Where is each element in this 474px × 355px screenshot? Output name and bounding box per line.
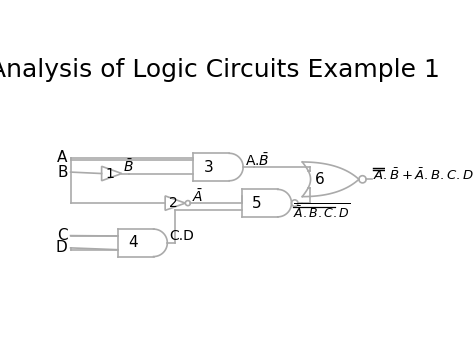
Text: $\overline{\bar{A}.B.C.D}$: $\overline{\bar{A}.B.C.D}$ — [293, 203, 350, 221]
Text: A.$\bar{B}$: A.$\bar{B}$ — [245, 152, 269, 169]
Text: 6: 6 — [315, 172, 325, 187]
Text: D: D — [56, 240, 68, 255]
Text: C: C — [57, 228, 68, 243]
Text: B: B — [57, 165, 68, 180]
Text: $\bar{B}$: $\bar{B}$ — [123, 159, 134, 175]
Text: 4: 4 — [128, 235, 137, 250]
Text: 2: 2 — [169, 196, 177, 210]
Text: $A.\bar{B}+\bar{A}.B.C.D$: $A.\bar{B}+\bar{A}.B.C.D$ — [374, 168, 474, 184]
Text: Analysis of Logic Circuits Example 1: Analysis of Logic Circuits Example 1 — [0, 58, 440, 82]
Text: A: A — [57, 150, 68, 165]
Text: $\bar{A}$: $\bar{A}$ — [192, 188, 203, 205]
Text: 3: 3 — [204, 159, 213, 175]
Text: 1: 1 — [105, 166, 114, 181]
Text: C.D: C.D — [169, 229, 194, 243]
Text: 5: 5 — [252, 196, 262, 211]
